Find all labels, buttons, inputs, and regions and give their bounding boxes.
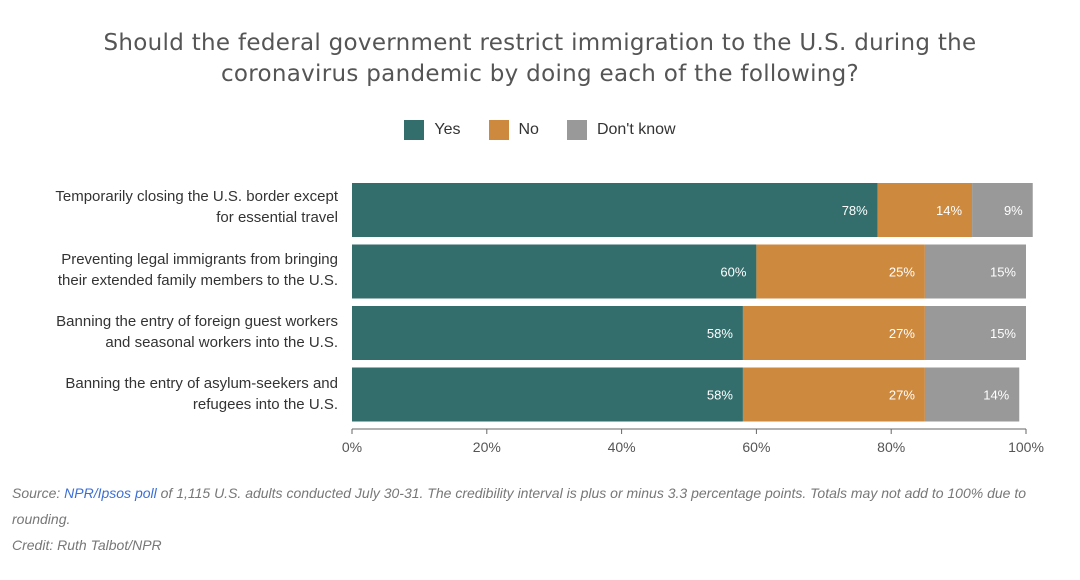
footer: Source: NPR/Ipsos poll of 1,115 U.S. adu… bbox=[12, 480, 1072, 558]
source-link[interactable]: NPR/Ipsos poll bbox=[64, 485, 157, 501]
legend-item-yes: Yes bbox=[404, 120, 461, 140]
category-label-3-line-2: and seasonal workers into the U.S. bbox=[105, 334, 338, 351]
bar-yes-1 bbox=[352, 183, 878, 237]
chart-title-line-2: coronavirus pandemic by doing each of th… bbox=[220, 61, 860, 87]
x-tick-label-100: 100% bbox=[1008, 439, 1044, 455]
category-label-2-line-1: Preventing legal immigrants from bringin… bbox=[61, 251, 338, 268]
source-text: of 1,115 U.S. adults conducted July 30-3… bbox=[12, 485, 1027, 527]
category-label-4-line-1: Banning the entry of asylum-seekers and bbox=[65, 375, 338, 392]
data-label-yes-2: 60% bbox=[720, 265, 746, 280]
data-label-dont-know-4: 14% bbox=[983, 388, 1009, 403]
data-label-dont-know-3: 15% bbox=[990, 326, 1016, 341]
legend-label-no: No bbox=[518, 121, 539, 138]
category-label-2-line-2: their extended family members to the U.S… bbox=[57, 272, 338, 289]
data-label-no-3: 27% bbox=[889, 326, 915, 341]
data-label-dont-know-1: 9% bbox=[1004, 203, 1023, 218]
bar-yes-2 bbox=[352, 244, 757, 299]
bar-no-3 bbox=[742, 306, 925, 360]
bar-yes-3 bbox=[352, 306, 743, 360]
legend-label-yes: Yes bbox=[434, 121, 461, 138]
category-label-1-line-1: Temporarily closing the U.S. border exce… bbox=[55, 188, 338, 205]
category-label-4: Banning the entry of asylum-seekers and … bbox=[8, 373, 338, 415]
x-tick-label-60: 60% bbox=[742, 439, 770, 455]
source-prefix: Source: bbox=[12, 485, 65, 501]
legend-swatch-no bbox=[488, 120, 509, 140]
legend-swatch-yes bbox=[404, 120, 425, 140]
category-label-4-line-2: refugees into the U.S. bbox=[192, 396, 338, 413]
data-label-yes-4: 58% bbox=[707, 388, 733, 403]
category-label-1-line-2: for essential travel bbox=[216, 209, 338, 226]
data-label-yes-3: 58% bbox=[707, 326, 733, 341]
legend: Yes No Don't know bbox=[0, 120, 1080, 140]
legend-item-dont-know: Don't know bbox=[566, 120, 676, 140]
source-note: Source: NPR/Ipsos poll of 1,115 U.S. adu… bbox=[12, 480, 1072, 532]
bar-no-4 bbox=[742, 367, 925, 422]
bar-dont-know-2 bbox=[924, 244, 1026, 299]
chart-title-line-1: Should the federal government restrict i… bbox=[103, 30, 977, 56]
category-label-2: Preventing legal immigrants from bringin… bbox=[8, 249, 338, 291]
x-tick-label-40: 40% bbox=[608, 439, 636, 455]
data-label-no-4: 27% bbox=[889, 388, 915, 403]
x-tick-label-80: 80% bbox=[877, 439, 905, 455]
chart-title: Should the federal government restrict i… bbox=[0, 28, 1080, 90]
x-tick-label-0: 0% bbox=[342, 439, 362, 455]
legend-label-dont-know: Don't know bbox=[596, 121, 676, 138]
legend-swatch-dont-know bbox=[566, 120, 587, 140]
bar-yes-4 bbox=[352, 367, 743, 422]
bar-dont-know-1 bbox=[972, 183, 1033, 237]
credit-note: Credit: Ruth Talbot/NPR bbox=[12, 537, 162, 553]
data-label-yes-1: 78% bbox=[842, 203, 868, 218]
category-label-3: Banning the entry of foreign guest worke… bbox=[8, 311, 338, 353]
legend-item-no: No bbox=[488, 120, 539, 140]
category-label-3-line-1: Banning the entry of foreign guest worke… bbox=[56, 313, 338, 330]
category-label-1: Temporarily closing the U.S. border exce… bbox=[8, 186, 338, 228]
x-tick-label-20: 20% bbox=[473, 439, 501, 455]
bar-no-2 bbox=[756, 244, 925, 299]
bar-no-1 bbox=[877, 183, 973, 237]
data-label-no-2: 25% bbox=[889, 265, 915, 280]
bar-dont-know-4 bbox=[924, 367, 1020, 422]
stacked-bar-chart: 78% 14% 9% 60% 25% 15% 58% 27% 15% 58% 27% 14% 0% 20%… bbox=[342, 183, 1044, 455]
bar-dont-know-3 bbox=[924, 306, 1026, 360]
data-label-no-1: 14% bbox=[936, 203, 962, 218]
data-label-dont-know-2: 15% bbox=[990, 265, 1016, 280]
